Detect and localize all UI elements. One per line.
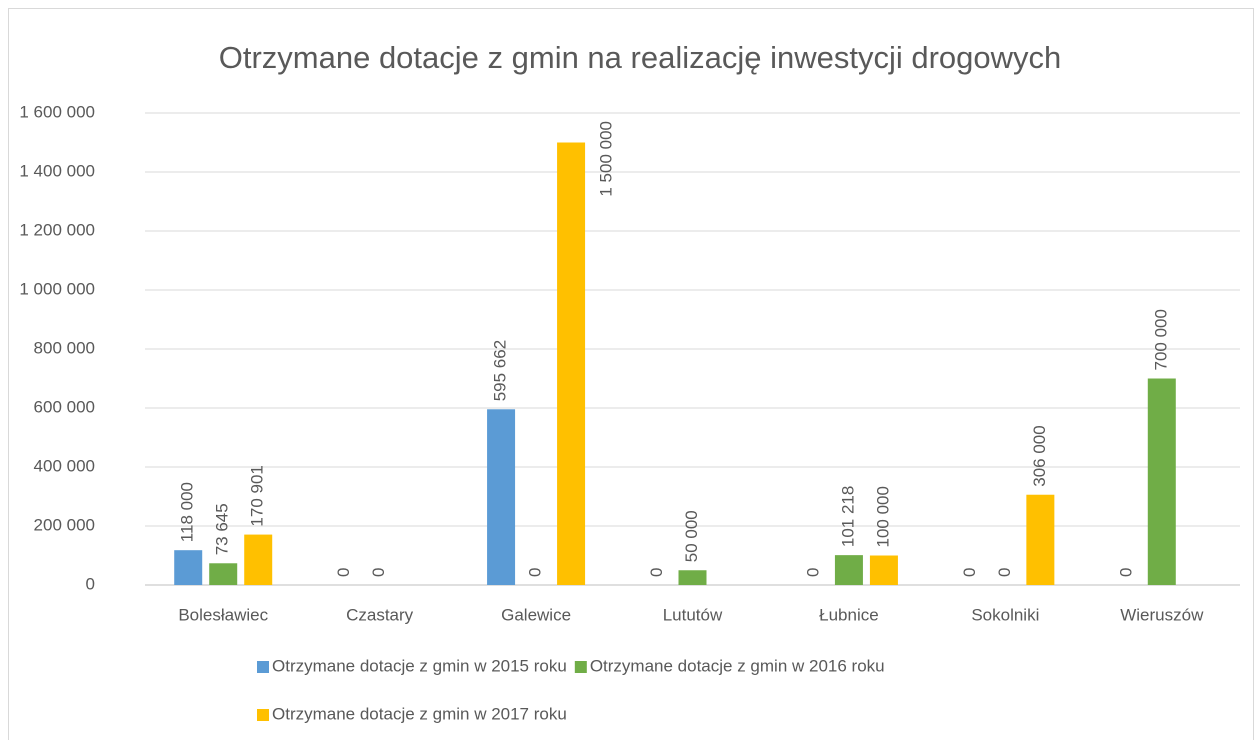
- x-tick-label: Sokolniki: [971, 605, 1039, 624]
- y-tick-label: 1 000 000: [19, 279, 95, 298]
- bar: [244, 534, 273, 585]
- bar: [487, 409, 516, 585]
- data-label: 306 000: [1030, 425, 1049, 486]
- y-tick-label: 600 000: [34, 397, 95, 416]
- y-tick-label: 1 600 000: [19, 102, 95, 121]
- y-tick-label: 800 000: [34, 338, 95, 357]
- data-label: 0: [526, 568, 545, 577]
- y-tick-label: 1 400 000: [19, 161, 95, 180]
- x-tick-label: Łubnice: [819, 605, 879, 624]
- data-label: 0: [334, 568, 353, 577]
- bar: [1147, 378, 1176, 585]
- data-label: 100 000: [873, 486, 892, 547]
- legend-swatch: [574, 661, 587, 673]
- data-label: 118 000: [178, 482, 197, 542]
- y-tick-label: 0: [86, 574, 95, 593]
- x-tick-label: Galewice: [501, 605, 571, 624]
- chart-area: [8, 8, 1254, 745]
- bar: [209, 563, 238, 585]
- bar: [869, 555, 898, 585]
- legend-label: Otrzymane dotacje z gmin w 2016 roku: [590, 656, 885, 675]
- bar: [834, 555, 863, 585]
- legend-swatch: [257, 709, 269, 721]
- x-tick-label: Wieruszów: [1120, 605, 1204, 624]
- legend-swatch: [257, 661, 269, 673]
- chart-title: Otrzymane dotacje z gmin na realizację i…: [219, 40, 1062, 75]
- bar: [678, 570, 707, 585]
- data-label: 0: [803, 568, 822, 577]
- x-tick-label: Czastary: [346, 605, 414, 624]
- y-tick-label: 400 000: [34, 456, 95, 475]
- data-label: 0: [1116, 568, 1135, 577]
- data-label: 0: [995, 568, 1014, 577]
- data-label: 73 645: [213, 503, 232, 555]
- x-tick-label: Bolesławiec: [178, 605, 268, 624]
- data-label: 700 000: [1151, 309, 1170, 370]
- data-label: 595 662: [491, 340, 510, 401]
- legend-label: Otrzymane dotacje z gmin w 2017 roku: [272, 704, 567, 723]
- x-tick-label: Lututów: [663, 605, 723, 624]
- data-label: 170 901: [248, 465, 267, 526]
- data-label: 50 000: [682, 510, 701, 562]
- data-label: 1 500 000: [597, 121, 616, 197]
- bar: [1026, 494, 1055, 585]
- bar: [174, 550, 203, 585]
- data-label: 0: [960, 568, 979, 577]
- data-label: 0: [647, 568, 666, 577]
- data-label: 0: [369, 568, 388, 577]
- y-tick-label: 1 200 000: [19, 220, 95, 239]
- bar: [557, 142, 586, 585]
- y-tick-label: 200 000: [34, 515, 95, 534]
- data-label: 101 218: [838, 486, 857, 547]
- legend-label: Otrzymane dotacje z gmin w 2015 roku: [272, 656, 567, 675]
